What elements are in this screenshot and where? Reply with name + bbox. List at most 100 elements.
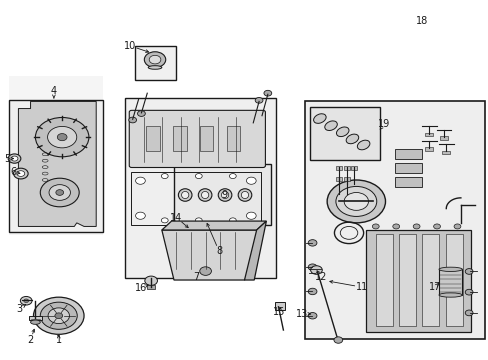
- Text: 7: 7: [192, 272, 199, 282]
- Text: 11: 11: [355, 282, 367, 292]
- Bar: [398, 234, 415, 327]
- Bar: [366, 230, 469, 332]
- Bar: [394, 149, 421, 158]
- Bar: [305, 102, 484, 339]
- Ellipse shape: [324, 121, 337, 130]
- Circle shape: [310, 266, 322, 274]
- Bar: [9, 100, 103, 232]
- Circle shape: [149, 55, 161, 64]
- Circle shape: [55, 313, 62, 319]
- Text: 16: 16: [135, 283, 147, 293]
- Text: 10: 10: [123, 41, 136, 51]
- Bar: [343, 177, 349, 181]
- Text: 6: 6: [10, 167, 17, 177]
- Circle shape: [144, 276, 157, 285]
- Bar: [134, 46, 176, 80]
- Ellipse shape: [346, 134, 358, 144]
- Bar: [350, 166, 356, 170]
- Bar: [226, 126, 240, 152]
- Circle shape: [20, 296, 32, 305]
- Ellipse shape: [238, 189, 251, 201]
- Circle shape: [56, 190, 63, 195]
- Text: 19: 19: [378, 118, 390, 129]
- Circle shape: [200, 267, 211, 275]
- Circle shape: [135, 177, 145, 184]
- Ellipse shape: [178, 189, 192, 201]
- Polygon shape: [162, 230, 256, 280]
- Circle shape: [392, 224, 399, 229]
- Bar: [125, 98, 276, 278]
- Circle shape: [195, 218, 202, 223]
- Bar: [9, 76, 103, 235]
- Ellipse shape: [241, 192, 248, 199]
- Bar: [394, 177, 421, 187]
- Ellipse shape: [336, 127, 348, 136]
- Circle shape: [40, 302, 77, 329]
- Circle shape: [246, 212, 256, 219]
- Circle shape: [35, 117, 89, 157]
- Circle shape: [307, 240, 316, 246]
- Bar: [343, 166, 349, 170]
- Bar: [29, 316, 42, 320]
- Bar: [425, 147, 432, 151]
- Bar: [173, 126, 186, 152]
- Ellipse shape: [438, 293, 461, 297]
- Circle shape: [464, 289, 472, 295]
- Circle shape: [40, 178, 79, 207]
- Text: 14: 14: [170, 212, 182, 222]
- Text: 12: 12: [314, 272, 327, 282]
- Ellipse shape: [221, 192, 228, 199]
- Circle shape: [307, 288, 316, 295]
- Ellipse shape: [148, 66, 162, 69]
- Circle shape: [161, 174, 168, 179]
- Circle shape: [47, 126, 77, 148]
- Polygon shape: [244, 221, 266, 280]
- Bar: [445, 234, 462, 327]
- Circle shape: [11, 156, 18, 161]
- Polygon shape: [162, 221, 266, 230]
- Bar: [309, 107, 379, 160]
- Text: 4: 4: [51, 86, 57, 96]
- Bar: [200, 126, 213, 152]
- Bar: [174, 164, 271, 225]
- Circle shape: [307, 312, 316, 319]
- Circle shape: [229, 218, 236, 223]
- Circle shape: [24, 299, 29, 302]
- Circle shape: [128, 117, 136, 123]
- Text: 9: 9: [221, 190, 227, 200]
- Bar: [442, 151, 449, 154]
- Circle shape: [48, 308, 69, 324]
- Text: 3: 3: [17, 303, 23, 314]
- Ellipse shape: [181, 192, 188, 199]
- Bar: [438, 269, 461, 295]
- Circle shape: [195, 174, 202, 179]
- Bar: [147, 285, 155, 289]
- Ellipse shape: [30, 320, 40, 324]
- Bar: [375, 234, 392, 327]
- Circle shape: [344, 193, 368, 210]
- Circle shape: [335, 186, 376, 216]
- Polygon shape: [19, 102, 96, 226]
- Circle shape: [453, 224, 460, 229]
- Ellipse shape: [218, 189, 231, 201]
- Circle shape: [464, 269, 472, 274]
- Circle shape: [307, 264, 316, 270]
- Circle shape: [8, 154, 21, 163]
- Circle shape: [333, 337, 342, 343]
- Text: 5: 5: [4, 154, 10, 163]
- Circle shape: [144, 52, 165, 67]
- Circle shape: [33, 297, 84, 334]
- Text: 17: 17: [428, 282, 440, 292]
- FancyBboxPatch shape: [129, 111, 265, 167]
- Text: 1: 1: [56, 335, 61, 345]
- Circle shape: [49, 185, 70, 201]
- Circle shape: [464, 310, 472, 316]
- Bar: [422, 234, 439, 327]
- Circle shape: [372, 224, 378, 229]
- Circle shape: [14, 168, 28, 179]
- Circle shape: [433, 224, 440, 229]
- Text: 2: 2: [27, 335, 34, 345]
- Text: 18: 18: [415, 16, 427, 26]
- Bar: [146, 126, 160, 152]
- Bar: [336, 177, 342, 181]
